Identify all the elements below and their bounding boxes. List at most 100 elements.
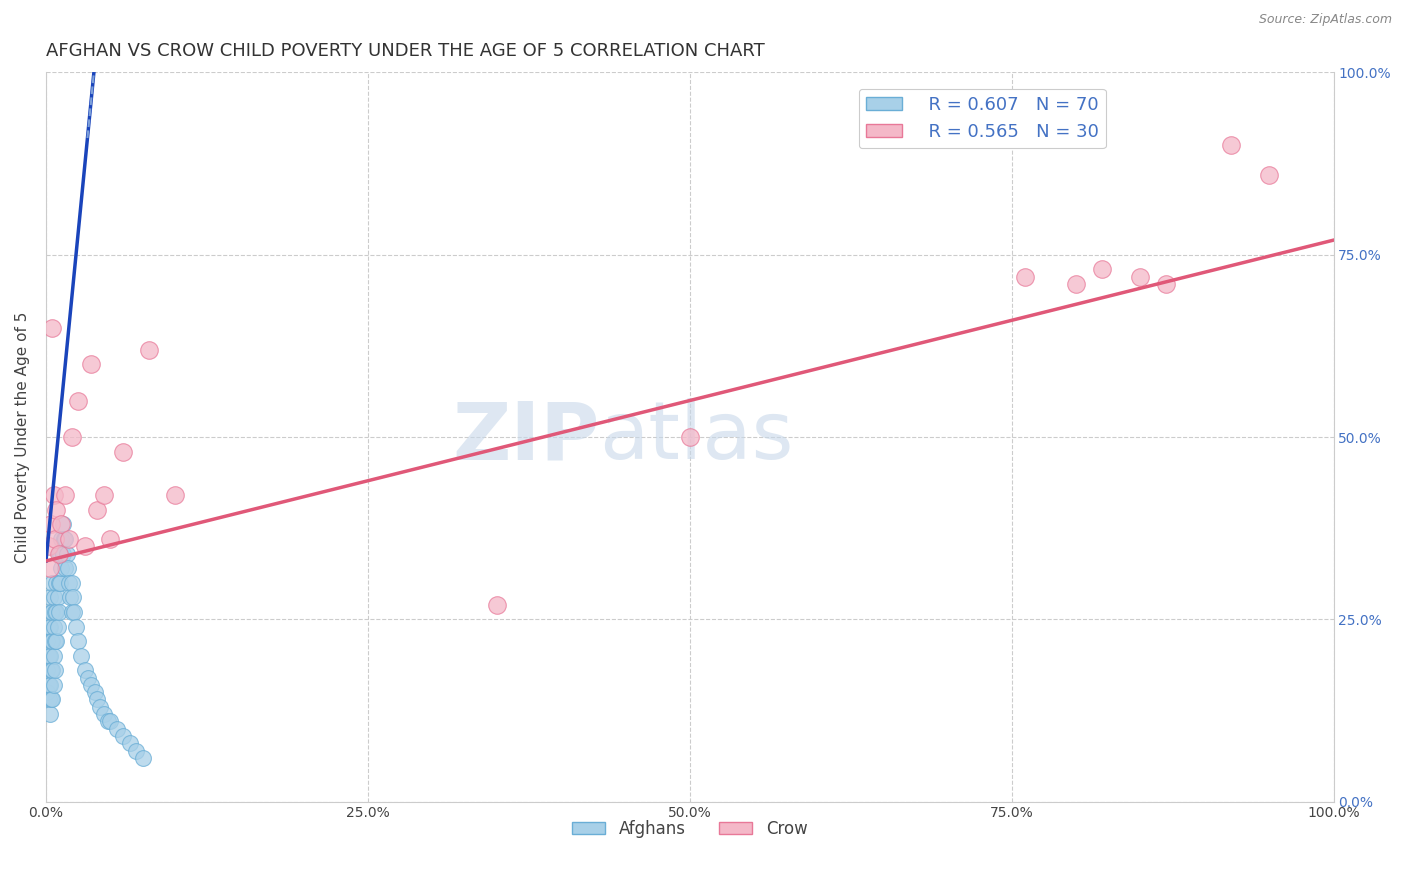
Point bbox=[118, 736, 141, 750]
Point bbox=[67, 393, 90, 408]
Point bbox=[38, 678, 60, 692]
Text: atlas: atlas bbox=[599, 398, 794, 476]
Point bbox=[163, 488, 186, 502]
Point bbox=[86, 503, 108, 517]
Point bbox=[38, 707, 60, 722]
Point bbox=[42, 678, 65, 692]
Point bbox=[138, 343, 160, 357]
Point bbox=[55, 547, 77, 561]
Point bbox=[73, 540, 96, 554]
Point bbox=[42, 619, 65, 633]
Point bbox=[45, 634, 67, 648]
Point bbox=[93, 707, 115, 722]
Point bbox=[38, 692, 60, 706]
Point bbox=[44, 605, 66, 619]
Point bbox=[112, 444, 135, 458]
Point bbox=[52, 517, 75, 532]
Point bbox=[1064, 277, 1087, 291]
Point bbox=[125, 743, 148, 757]
Point bbox=[1258, 168, 1281, 182]
Point bbox=[73, 663, 96, 677]
Point bbox=[41, 663, 63, 677]
Point bbox=[1091, 262, 1114, 277]
Point bbox=[37, 634, 59, 648]
Point bbox=[93, 488, 115, 502]
Point bbox=[485, 598, 508, 612]
Y-axis label: Child Poverty Under the Age of 5: Child Poverty Under the Age of 5 bbox=[15, 311, 30, 563]
Point bbox=[48, 575, 70, 590]
Point bbox=[49, 575, 72, 590]
Point bbox=[53, 532, 76, 546]
Point bbox=[37, 685, 59, 699]
Point bbox=[45, 605, 67, 619]
Point bbox=[1154, 277, 1177, 291]
Point bbox=[60, 605, 83, 619]
Point bbox=[53, 532, 76, 546]
Point bbox=[41, 575, 63, 590]
Point bbox=[89, 699, 111, 714]
Point bbox=[48, 547, 70, 561]
Text: Source: ZipAtlas.com: Source: ZipAtlas.com bbox=[1258, 13, 1392, 27]
Point bbox=[44, 663, 66, 677]
Point bbox=[39, 663, 62, 677]
Point bbox=[69, 648, 91, 663]
Point bbox=[44, 532, 66, 546]
Point bbox=[1219, 138, 1241, 153]
Point bbox=[38, 540, 60, 554]
Point bbox=[97, 714, 120, 729]
Point bbox=[38, 619, 60, 633]
Point bbox=[105, 722, 128, 736]
Point bbox=[58, 575, 80, 590]
Point bbox=[98, 714, 121, 729]
Point bbox=[51, 532, 73, 546]
Point bbox=[41, 320, 63, 334]
Point bbox=[39, 517, 62, 532]
Point bbox=[38, 619, 60, 633]
Point bbox=[80, 678, 103, 692]
Point bbox=[39, 605, 62, 619]
Point bbox=[679, 430, 702, 444]
Point bbox=[59, 591, 82, 605]
Point bbox=[63, 605, 86, 619]
Point bbox=[45, 575, 67, 590]
Point bbox=[60, 575, 83, 590]
Point bbox=[1014, 269, 1036, 284]
Point bbox=[38, 648, 60, 663]
Point bbox=[98, 532, 121, 546]
Point bbox=[38, 648, 60, 663]
Point bbox=[1129, 269, 1152, 284]
Point bbox=[67, 634, 90, 648]
Point bbox=[80, 357, 103, 371]
Point bbox=[60, 430, 83, 444]
Point bbox=[37, 663, 59, 677]
Point bbox=[65, 619, 87, 633]
Point bbox=[41, 692, 63, 706]
Point bbox=[52, 547, 75, 561]
Point bbox=[112, 729, 135, 743]
Point bbox=[46, 619, 69, 633]
Text: AFGHAN VS CROW CHILD POVERTY UNDER THE AGE OF 5 CORRELATION CHART: AFGHAN VS CROW CHILD POVERTY UNDER THE A… bbox=[46, 42, 765, 60]
Legend: Afghans, Crow: Afghans, Crow bbox=[565, 813, 814, 845]
Point bbox=[53, 488, 76, 502]
Point bbox=[45, 503, 67, 517]
Point bbox=[42, 591, 65, 605]
Point bbox=[46, 591, 69, 605]
Point bbox=[41, 605, 63, 619]
Point bbox=[38, 678, 60, 692]
Point bbox=[44, 634, 66, 648]
Point bbox=[58, 532, 80, 546]
Point bbox=[38, 591, 60, 605]
Point bbox=[62, 591, 84, 605]
Point bbox=[53, 561, 76, 575]
Point bbox=[51, 561, 73, 575]
Point bbox=[131, 751, 153, 765]
Point bbox=[56, 561, 79, 575]
Point bbox=[48, 605, 70, 619]
Point bbox=[42, 648, 65, 663]
Point bbox=[77, 671, 100, 685]
Point bbox=[86, 692, 108, 706]
Point bbox=[83, 685, 105, 699]
Point bbox=[51, 517, 73, 532]
Point bbox=[48, 547, 70, 561]
Point bbox=[42, 488, 65, 502]
